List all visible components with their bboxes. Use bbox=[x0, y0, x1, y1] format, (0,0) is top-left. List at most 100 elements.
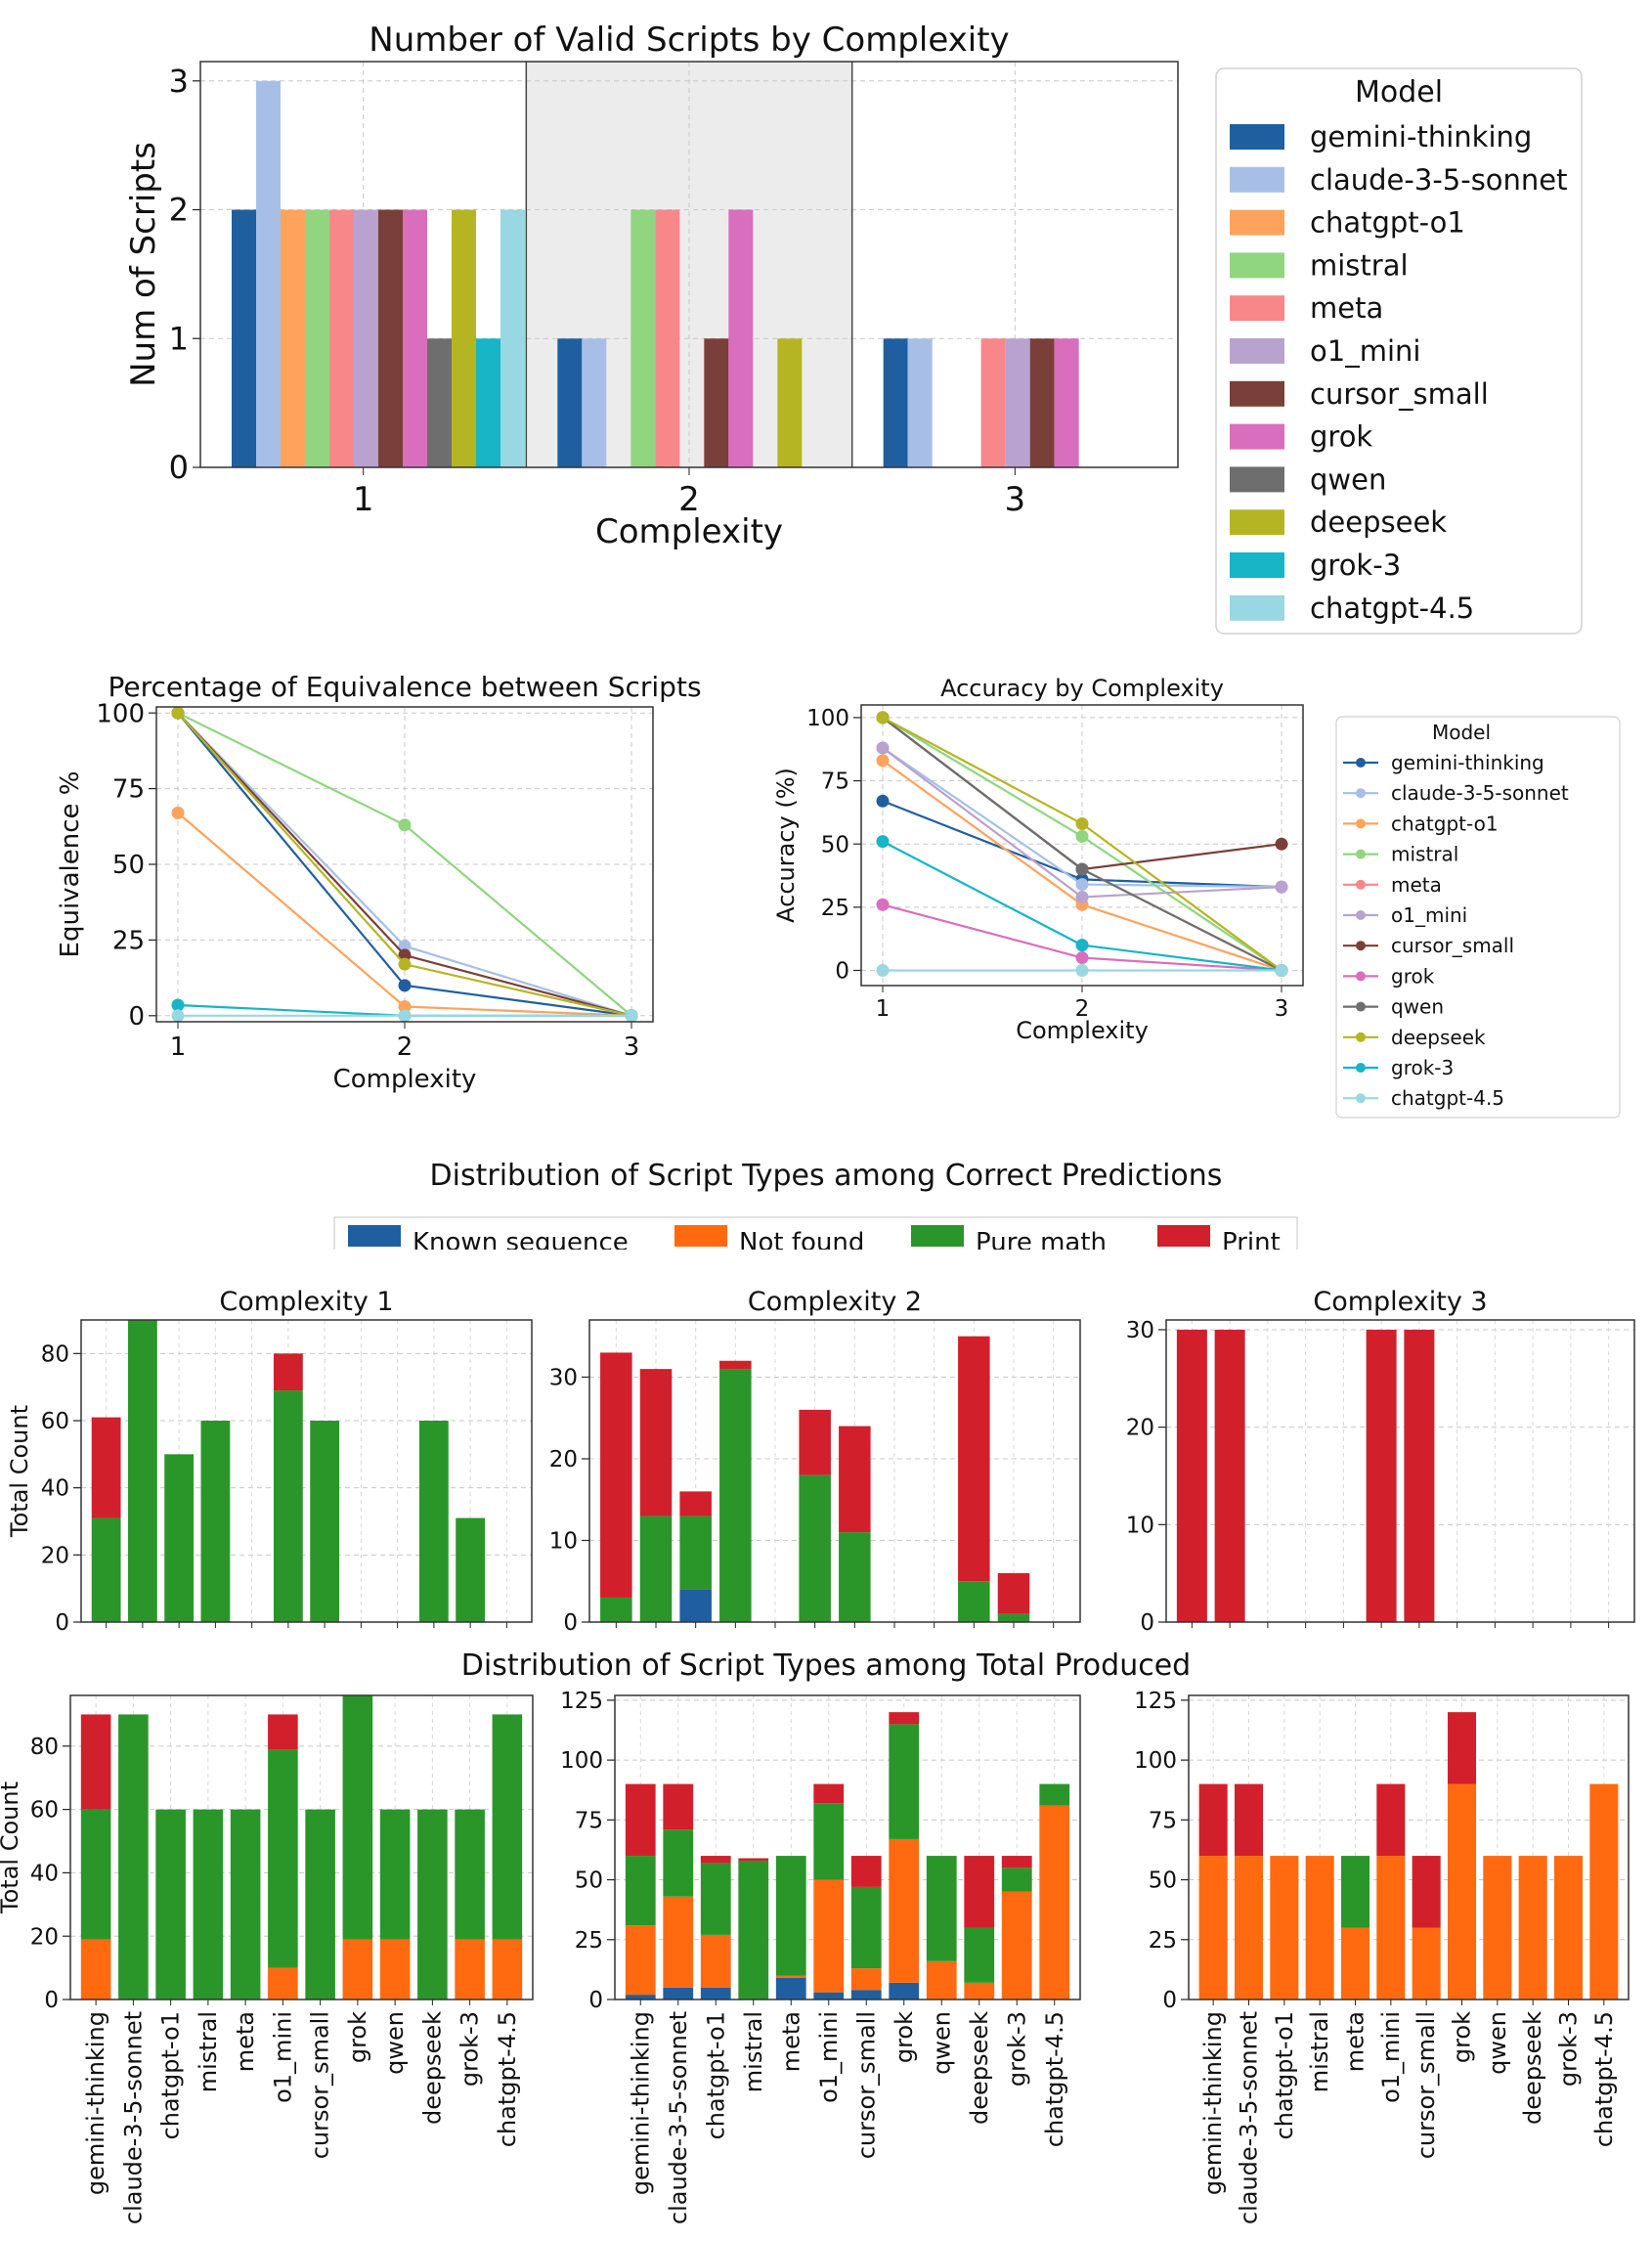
equivalence-point-chatgpt-o1-x2 bbox=[398, 1000, 412, 1014]
total_c3-xtick-label-qwen: qwen bbox=[1484, 2011, 1511, 2075]
equivalence-xtick-label: 3 bbox=[624, 1033, 640, 1062]
legend-swatch-grok-3 bbox=[1230, 552, 1284, 578]
correct_c2-bar-o1-mini-pure-math bbox=[799, 1474, 831, 1622]
total_c3-bar-gemini-thinking-print bbox=[1198, 1783, 1228, 1857]
correct_c2-bar-grok-3-print bbox=[997, 1572, 1030, 1614]
bar-mistral-c1 bbox=[305, 209, 329, 467]
total_c1-bar-chatgpt-o1-pure-math bbox=[155, 1809, 186, 1999]
total_c1-bar-claude-3-5-sonnet-pure-math bbox=[118, 1714, 149, 1999]
total_c1-bar-o1-mini-pure-math bbox=[268, 1749, 298, 1968]
total_c3-xtick-label-chatgpt-o1: chatgpt-o1 bbox=[1271, 2011, 1298, 2139]
valid-scripts-frame bbox=[199, 61, 1179, 468]
total_c3-xtick-label-o1-mini: o1_mini bbox=[1377, 2011, 1405, 2103]
valid-scripts-ytick-label: 0 bbox=[169, 449, 189, 486]
total_c2-bar-mistral-print bbox=[738, 1858, 769, 1861]
accuracy-ytick-label: 75 bbox=[821, 769, 849, 795]
equivalence-ylabel: Equivalence % bbox=[56, 771, 85, 958]
total_c1-xtick-label-grok: grok bbox=[344, 2011, 371, 2063]
bar-meta-c2 bbox=[655, 209, 680, 467]
correct_c2-bar-cursor-small-pure-math bbox=[839, 1532, 871, 1622]
bar-gemini-thinking-c3 bbox=[883, 338, 908, 467]
total_c2-bar-grok-pure-math bbox=[889, 1724, 920, 1839]
equivalence-point-claude-3-5-sonnet-x2 bbox=[398, 940, 412, 953]
total_c2-bar-chatgpt-o1-known-sequence bbox=[700, 1987, 731, 1999]
bar-o1-mini-c3 bbox=[1005, 338, 1030, 467]
small-legend-marker-o1-mini bbox=[1356, 910, 1366, 920]
bar-deepseek-c1 bbox=[452, 209, 476, 467]
equivalence-title: Percentage of Equivalence between Script… bbox=[108, 671, 701, 703]
type-legend-clip bbox=[323, 1250, 1310, 1275]
valid-scripts-title: Number of Valid Scripts by Complexity bbox=[369, 21, 1009, 60]
section-title-correct: Distribution of Script Types among Corre… bbox=[430, 1159, 1223, 1193]
total_c3-bar-claude-3-5-sonnet-print bbox=[1234, 1783, 1264, 1857]
total_c1-xtick-label-mistral: mistral bbox=[195, 2011, 222, 2092]
correct_c2-ytick-label: 30 bbox=[549, 1366, 578, 1391]
accuracy-point-gemini-thinking-x1 bbox=[876, 794, 890, 808]
small-legend-label-chatgpt-4-5: chatgpt-4.5 bbox=[1391, 1086, 1504, 1110]
bar-claude-3-5-sonnet-c3 bbox=[907, 338, 933, 467]
bar-grok-c2 bbox=[728, 209, 754, 467]
total_c2-bar-grok-3-pure-math bbox=[1001, 1868, 1032, 1892]
total_c2-bar-grok-not-found bbox=[889, 1838, 920, 1983]
correct_c2-bar-mistral-pure-math bbox=[719, 1369, 752, 1622]
bar-grok-c3 bbox=[1054, 338, 1079, 467]
correct_c2-ytick-label: 10 bbox=[549, 1529, 578, 1555]
equivalence-point-cursor-small-x2 bbox=[398, 948, 412, 962]
model-legend-small-box bbox=[1335, 716, 1621, 1119]
total_c1-bar-qwen-pure-math bbox=[379, 1809, 411, 1940]
correct_c1-ytick-label: 80 bbox=[41, 1341, 69, 1367]
small-legend-marker-qwen bbox=[1356, 1001, 1366, 1012]
correct_c2-bar-chatgpt-o1-known-sequence bbox=[679, 1589, 712, 1622]
valid-scripts-ylabel: Num of Scripts bbox=[124, 142, 163, 387]
bar-claude-3-5-sonnet-c2 bbox=[582, 338, 607, 467]
valid-scripts-ytick-label: 2 bbox=[169, 192, 189, 229]
total_c2-bar-qwen-pure-math bbox=[926, 1856, 957, 1961]
total_c1-ytick-label: 80 bbox=[30, 1735, 59, 1760]
bar-qwen-c1 bbox=[427, 338, 452, 467]
total_c2-xtick-label-chatgpt-4-5: chatgpt-4.5 bbox=[1041, 2011, 1068, 2147]
bar-chatgpt-o1-c1 bbox=[281, 209, 305, 467]
total_c3-xtick-label-claude-3-5-sonnet: claude-3-5-sonnet bbox=[1236, 2011, 1263, 2224]
total_c3-bar-grok-print bbox=[1447, 1712, 1477, 1784]
total_c3-ytick-label: 75 bbox=[1149, 1808, 1177, 1833]
correct_c1-bar-deepseek-pure-math bbox=[418, 1421, 449, 1622]
small-legend-label-mistral: mistral bbox=[1391, 843, 1458, 866]
equivalence-xlabel: Complexity bbox=[333, 1065, 477, 1094]
total_c2-bar-grok-known-sequence bbox=[889, 1982, 920, 1999]
accuracy-point-mistral-x2 bbox=[1075, 829, 1089, 843]
total_c3-bar-mistral-not-found bbox=[1305, 1856, 1334, 1999]
total_c1-xtick-label-qwen: qwen bbox=[381, 2011, 409, 2075]
total_c2-bar-claude-3-5-sonnet-known-sequence bbox=[663, 1987, 694, 1999]
total_c2-bar-grok-3-print bbox=[1001, 1856, 1032, 1868]
correct_c3-ytick-label: 30 bbox=[1126, 1318, 1154, 1343]
small-legend-marker-grok-3 bbox=[1356, 1063, 1366, 1073]
total_c1-ytick-label: 60 bbox=[30, 1798, 59, 1824]
correct_c1-frame bbox=[80, 1319, 533, 1623]
correct_c1-ytick-label: 0 bbox=[55, 1610, 69, 1636]
accuracy-point-o1-mini-x2 bbox=[1075, 891, 1089, 904]
total_c1-bar-meta-pure-math bbox=[230, 1809, 261, 1999]
total_c2-xtick-label-mistral: mistral bbox=[740, 2011, 767, 2092]
total_c3-xtick-label-meta: meta bbox=[1342, 2011, 1369, 2072]
type-legend-swatch-pure-math bbox=[911, 1225, 964, 1247]
small-legend-label-claude-3-5-sonnet: claude-3-5-sonnet bbox=[1391, 781, 1569, 805]
correct_c1-bar-chatgpt-o1-pure-math bbox=[164, 1454, 195, 1622]
total_c1-ytick-label: 0 bbox=[44, 1988, 59, 2013]
correct_c1-bar-gemini-thinking-print bbox=[91, 1417, 121, 1518]
total_c2-xtick-label-gemini-thinking: gemini-thinking bbox=[627, 2011, 654, 2195]
total_c3-frame bbox=[1188, 1694, 1630, 2000]
legend-label-claude-3-5-sonnet: claude-3-5-sonnet bbox=[1310, 163, 1568, 197]
correct_c3-bar-o1-mini-print bbox=[1366, 1329, 1397, 1622]
total_c3-xtick-label-cursor-small: cursor_small bbox=[1413, 2011, 1440, 2159]
total_c3-bar-meta-pure-math bbox=[1340, 1856, 1370, 1928]
total_c2-bar-qwen-not-found bbox=[926, 1960, 957, 1999]
accuracy-point-qwen-x2 bbox=[1075, 862, 1089, 876]
correct_c2-bar-cursor-small-print bbox=[839, 1426, 871, 1533]
total_c3-bar-o1-mini-not-found bbox=[1376, 1856, 1406, 1999]
small-legend-marker-deepseek bbox=[1356, 1032, 1366, 1042]
total_c3-xtick-label-mistral: mistral bbox=[1306, 2011, 1333, 2092]
accuracy-ytick-label: 0 bbox=[835, 959, 849, 985]
total_c3-bar-gemini-thinking-not-found bbox=[1198, 1856, 1228, 1999]
equivalence-point-grok-3-x1 bbox=[171, 998, 185, 1012]
